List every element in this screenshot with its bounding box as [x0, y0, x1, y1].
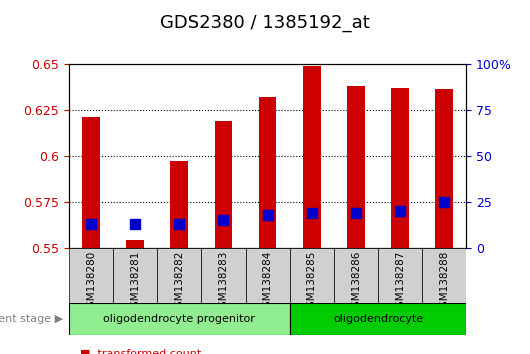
- FancyBboxPatch shape: [201, 248, 245, 303]
- Text: GSM138287: GSM138287: [395, 251, 405, 314]
- Text: oligodendrocyte: oligodendrocyte: [333, 314, 423, 324]
- FancyBboxPatch shape: [69, 303, 290, 335]
- FancyBboxPatch shape: [245, 248, 290, 303]
- Point: [440, 199, 448, 205]
- Point: [131, 221, 139, 227]
- Text: ■  transformed count: ■ transformed count: [80, 349, 201, 354]
- Bar: [171, 161, 188, 248]
- FancyBboxPatch shape: [290, 303, 466, 335]
- Text: GSM138282: GSM138282: [174, 251, 184, 314]
- Bar: [303, 65, 321, 248]
- Point: [87, 221, 95, 227]
- Text: GSM138281: GSM138281: [130, 251, 140, 314]
- Text: GSM138285: GSM138285: [307, 251, 317, 314]
- Text: GSM138284: GSM138284: [263, 251, 272, 314]
- Point: [219, 217, 228, 223]
- Text: development stage ▶: development stage ▶: [0, 314, 64, 324]
- Bar: [82, 117, 100, 248]
- Bar: [391, 88, 409, 248]
- FancyBboxPatch shape: [378, 248, 422, 303]
- FancyBboxPatch shape: [157, 248, 201, 303]
- Bar: [259, 97, 277, 248]
- FancyBboxPatch shape: [334, 248, 378, 303]
- Text: oligodendrocyte progenitor: oligodendrocyte progenitor: [103, 314, 255, 324]
- FancyBboxPatch shape: [113, 248, 157, 303]
- Point: [396, 208, 404, 214]
- FancyBboxPatch shape: [422, 248, 466, 303]
- FancyBboxPatch shape: [69, 248, 113, 303]
- FancyBboxPatch shape: [290, 248, 334, 303]
- Point: [352, 210, 360, 216]
- Text: GSM138288: GSM138288: [439, 251, 449, 314]
- Bar: [347, 86, 365, 248]
- Text: GSM138286: GSM138286: [351, 251, 361, 314]
- Bar: [215, 121, 232, 248]
- Bar: [126, 240, 144, 248]
- Text: GDS2380 / 1385192_at: GDS2380 / 1385192_at: [160, 14, 370, 32]
- Text: GSM138283: GSM138283: [218, 251, 228, 314]
- Point: [175, 221, 183, 227]
- Text: GSM138280: GSM138280: [86, 251, 96, 314]
- Point: [263, 212, 272, 217]
- Bar: [436, 90, 453, 248]
- Point: [307, 210, 316, 216]
